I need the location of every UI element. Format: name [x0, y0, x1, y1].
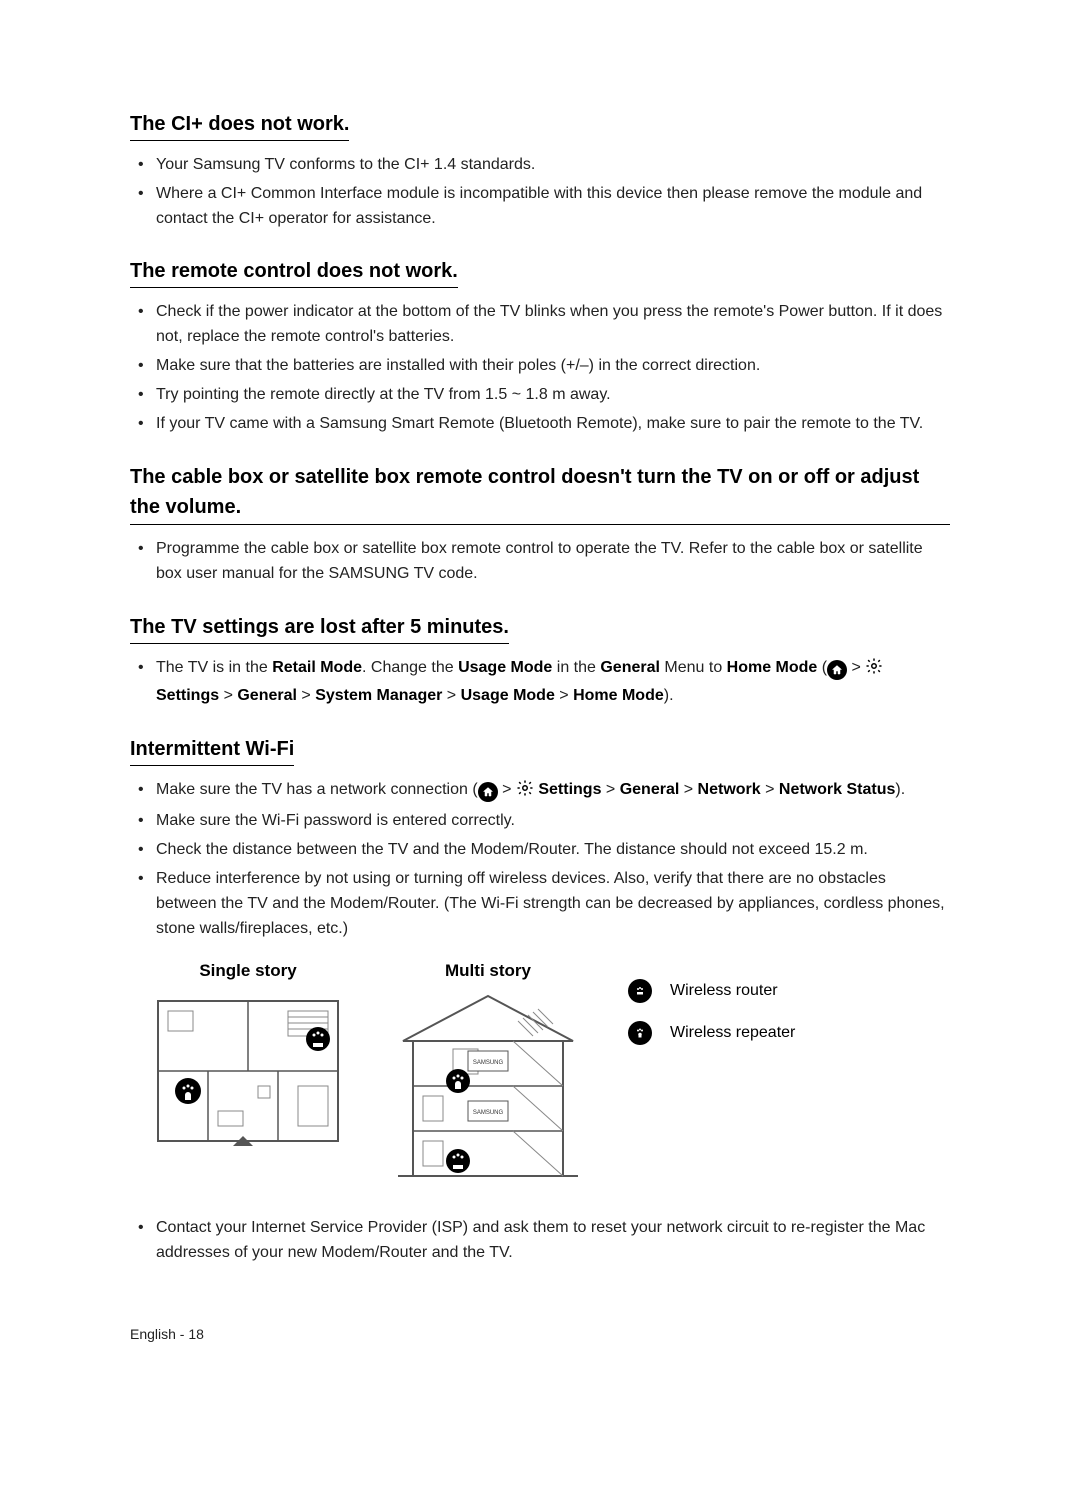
diagram-multi-story: Multi story — [388, 961, 588, 1186]
heading-ciplus: The CI+ does not work. — [130, 110, 349, 141]
text-home-mode: Home Mode — [727, 659, 818, 676]
text-mid: in the — [552, 659, 600, 676]
text-prefix: Make sure the TV has a network connectio… — [156, 781, 478, 798]
house-floorplan-icon — [148, 991, 348, 1151]
list-item: Make sure that the batteries are install… — [152, 354, 950, 379]
text-path-usage: Usage Mode — [461, 687, 555, 704]
text-status: Network Status — [779, 781, 895, 798]
text-usage-mode: Usage Mode — [458, 659, 552, 676]
home-icon — [478, 782, 498, 802]
page-footer: English - 18 — [130, 1326, 950, 1342]
section-settings-lost: The TV settings are lost after 5 minutes… — [130, 613, 950, 709]
text-general: General — [620, 781, 680, 798]
text-mid: . Change the — [362, 659, 458, 676]
list-item: Programme the cable box or satellite box… — [152, 537, 950, 587]
text-chevron: > — [679, 781, 697, 798]
legend-repeater: Wireless repeater — [628, 1021, 795, 1045]
text-end: ). — [664, 687, 674, 704]
section-cablebox: The cable box or satellite box remote co… — [130, 462, 950, 587]
text-settings: Settings — [156, 687, 219, 704]
heading-remote: The remote control does not work. — [130, 257, 458, 288]
heading-wifi: Intermittent Wi-Fi — [130, 735, 294, 766]
list-item: Try pointing the remote directly at the … — [152, 383, 950, 408]
text-mid: Menu to — [660, 659, 727, 676]
heading-cablebox-wrap: The cable box or satellite box remote co… — [130, 462, 950, 525]
house-crosssection-icon: SAMSUNG SAMSUNG — [388, 991, 588, 1186]
list-cablebox: Programme the cable box or satellite box… — [130, 537, 950, 587]
legend-repeater-label: Wireless repeater — [670, 1024, 795, 1042]
repeater-icon — [628, 1021, 652, 1045]
list-settings-lost: The TV is in the Retail Mode. Change the… — [130, 656, 950, 709]
section-wifi: Intermittent Wi-Fi Make sure the TV has … — [130, 735, 950, 1266]
text-end: ). — [895, 781, 905, 798]
label-multi-story: Multi story — [445, 961, 531, 981]
list-wifi-last: Contact your Internet Service Provider (… — [130, 1216, 950, 1266]
text-path-general: General — [237, 687, 297, 704]
heading-settings-lost: The TV settings are lost after 5 minutes… — [130, 613, 509, 644]
list-item: Your Samsung TV conforms to the CI+ 1.4 … — [152, 153, 950, 178]
text-path-home: Home Mode — [573, 687, 664, 704]
text-settings: Settings — [538, 781, 601, 798]
text-chevron: > — [761, 781, 779, 798]
section-remote: The remote control does not work. Check … — [130, 257, 950, 436]
legend-router-label: Wireless router — [670, 982, 778, 1000]
text-chevron: > — [297, 687, 315, 704]
router-icon — [628, 979, 652, 1003]
text-chevron: > — [847, 659, 865, 676]
list-item: Contact your Internet Service Provider (… — [152, 1216, 950, 1266]
diagram-single-story: Single story — [148, 961, 348, 1151]
text-chevron: > — [601, 781, 619, 798]
wifi-diagram: Single story — [148, 961, 950, 1186]
text-prefix: The TV is in the — [156, 659, 272, 676]
text-chevron: > — [442, 687, 460, 704]
list-item: Reduce interference by not using or turn… — [152, 867, 950, 941]
legend-router: Wireless router — [628, 979, 795, 1003]
text-general: General — [600, 659, 660, 676]
list-remote: Check if the power indicator at the bott… — [130, 300, 950, 436]
text-path-sysmgr: System Manager — [315, 687, 442, 704]
list-item: Where a CI+ Common Interface module is i… — [152, 182, 950, 232]
text-retail-mode: Retail Mode — [272, 659, 362, 676]
list-item: If your TV came with a Samsung Smart Rem… — [152, 412, 950, 437]
list-item: Check if the power indicator at the bott… — [152, 300, 950, 350]
diagram-legend: Wireless router Wireless repeater — [628, 961, 795, 1045]
section-ciplus: The CI+ does not work. Your Samsung TV c… — [130, 110, 950, 231]
svg-text:SAMSUNG: SAMSUNG — [473, 1060, 504, 1066]
svg-text:SAMSUNG: SAMSUNG — [473, 1110, 504, 1116]
text-network: Network — [698, 781, 761, 798]
gear-icon — [865, 657, 883, 684]
text-chevron: > — [555, 687, 573, 704]
list-wifi: Make sure the TV has a network connectio… — [130, 778, 950, 942]
gear-icon — [516, 779, 534, 806]
text-mid: ( — [817, 659, 827, 676]
list-item: Make sure the Wi-Fi password is entered … — [152, 809, 950, 834]
list-item: The TV is in the Retail Mode. Change the… — [152, 656, 950, 709]
text-chevron: > — [219, 687, 237, 704]
list-item: Make sure the TV has a network connectio… — [152, 778, 950, 806]
home-icon — [827, 660, 847, 680]
list-item: Check the distance between the TV and th… — [152, 838, 950, 863]
document-page: The CI+ does not work. Your Samsung TV c… — [0, 0, 1080, 1402]
heading-cablebox: The cable box or satellite box remote co… — [130, 466, 919, 518]
list-ciplus: Your Samsung TV conforms to the CI+ 1.4 … — [130, 153, 950, 231]
label-single-story: Single story — [199, 961, 296, 981]
text-chevron: > — [498, 781, 516, 798]
